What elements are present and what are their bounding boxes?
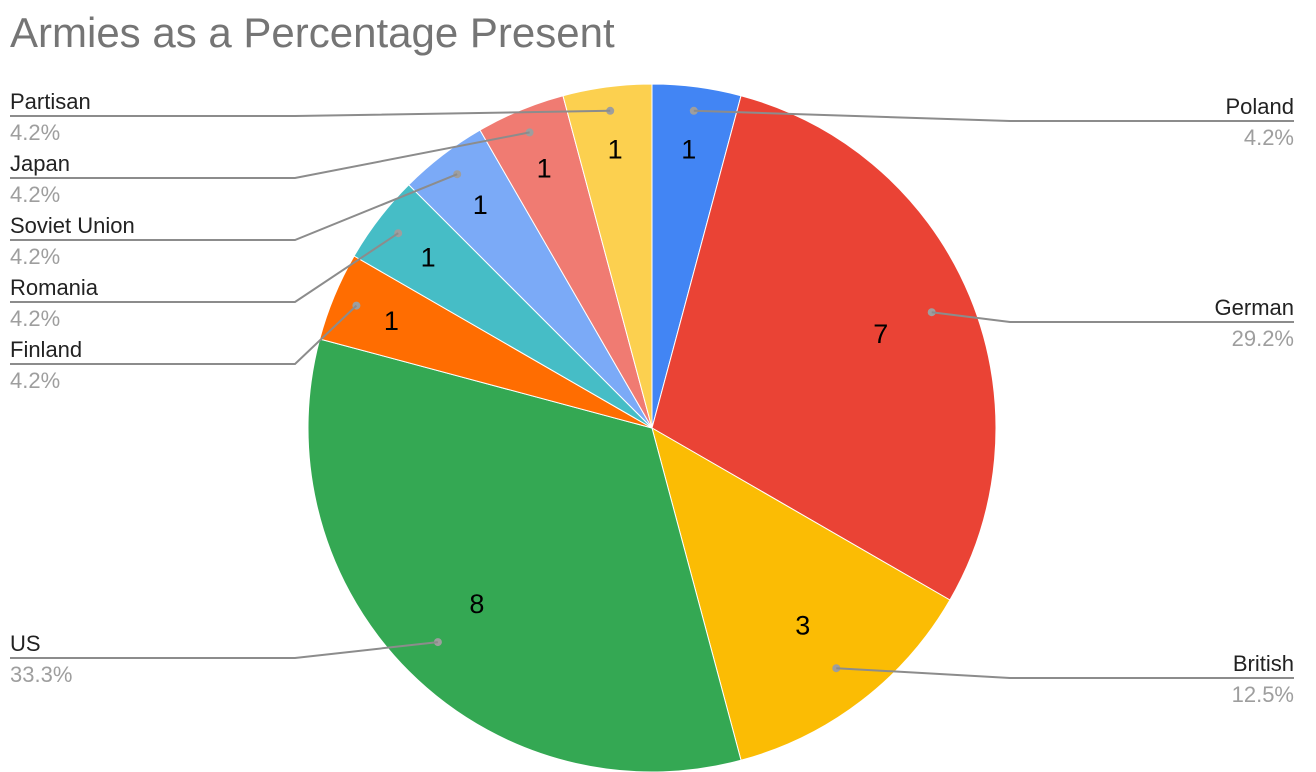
category-label-soviet-union: Soviet Union [10,213,135,238]
leader-line-poland [693,109,1294,122]
leader-line-romania [10,232,399,303]
percent-label-finland: 4.2% [10,368,60,393]
leader-line-finland [10,304,358,365]
category-label-german: German [1215,295,1294,320]
percent-label-us: 33.3% [10,662,72,687]
slice-partisan [562,83,653,429]
value-label-poland: 1 [681,134,696,164]
percent-label-partisan: 4.2% [10,120,60,145]
percent-label-soviet-union: 4.2% [10,244,60,269]
value-label-british: 3 [795,611,810,641]
value-label-finland: 1 [384,306,399,336]
leader-line-japan [10,131,530,179]
percent-label-poland: 4.2% [1244,125,1294,150]
value-label-soviet-union: 1 [473,190,488,220]
value-label-us: 8 [469,589,484,619]
category-label-japan: Japan [10,151,70,176]
leader-line-partisan [10,109,611,117]
value-label-german: 7 [873,319,888,349]
category-label-poland: Poland [1225,94,1294,119]
pie-slices [307,83,997,772]
category-label-us: US [10,631,41,656]
percent-label-british: 12.5% [1232,682,1294,707]
category-labels: Poland 4.2% German 29.2% British 12.5% US 33.3%… [10,89,1294,707]
leader-line-german [931,311,1294,323]
category-label-partisan: Partisan [10,89,91,114]
percent-label-romania: 4.2% [10,306,60,331]
category-label-finland: Finland [10,337,82,362]
leader-line-us [10,641,439,659]
value-label-japan: 1 [537,153,552,183]
leader-line-british [836,667,1294,679]
percent-label-german: 29.2% [1232,326,1294,351]
leader-lines [10,106,1294,679]
percent-label-japan: 4.2% [10,182,60,207]
value-label-partisan: 1 [608,134,623,164]
slice-british [651,426,951,761]
value-labels: 1 7 3 8 1 1 1 1 1 [384,134,888,640]
category-label-romania: Romania [10,275,99,300]
slice-german [651,95,997,601]
leader-line-soviet-union [10,173,458,241]
chart-title: Armies as a Percentage Present [10,9,615,56]
category-label-british: British [1233,651,1294,676]
value-label-romania: 1 [421,242,436,272]
